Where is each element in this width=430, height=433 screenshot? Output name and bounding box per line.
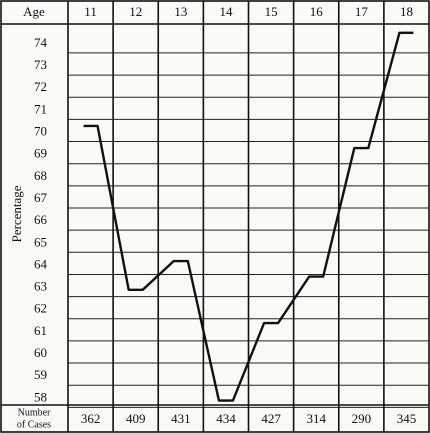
data-point <box>405 31 408 35</box>
cases-label: Number <box>18 407 51 418</box>
y-tick-label: 70 <box>34 124 47 139</box>
y-tick-label: 74 <box>34 35 48 50</box>
x-tick-label: 14 <box>219 4 233 19</box>
y-tick-label: 64 <box>34 256 48 271</box>
data-point <box>134 288 137 292</box>
x-tick-label: 13 <box>174 4 187 19</box>
data-point <box>224 399 228 402</box>
x-tick-label: 16 <box>310 4 324 19</box>
data-point <box>360 146 363 150</box>
data-point <box>89 124 92 128</box>
x-tick-label: 11 <box>84 4 97 19</box>
x-tick-label: 18 <box>400 4 413 19</box>
y-tick-label: 67 <box>34 190 48 205</box>
y-tick-label: 65 <box>34 234 47 249</box>
y-tick-label: 69 <box>34 146 47 161</box>
y-tick-label: 72 <box>34 79 47 94</box>
y-tick-label: 60 <box>34 345 47 360</box>
y-tick-label: 59 <box>34 367 47 382</box>
x-axis-label: Age <box>23 4 45 19</box>
y-axis-label: Percentage <box>9 185 24 242</box>
cases-value: 314 <box>306 411 326 426</box>
x-tick-label: 17 <box>355 4 369 19</box>
y-tick-label: 58 <box>34 389 47 404</box>
data-point <box>314 275 318 278</box>
cases-value: 290 <box>352 411 372 426</box>
y-tick-label: 71 <box>34 101 47 116</box>
data-point <box>269 321 273 325</box>
y-tick-label: 63 <box>34 279 47 294</box>
cases-value: 345 <box>397 411 417 426</box>
cases-value: 434 <box>216 411 236 426</box>
cases-value: 431 <box>171 411 191 426</box>
y-tick-label: 73 <box>34 57 47 72</box>
y-tick-label: 61 <box>34 323 47 338</box>
cases-label: of Cases <box>17 419 51 430</box>
data-point <box>179 259 183 263</box>
y-tick-label: 62 <box>34 301 47 316</box>
cases-value: 427 <box>261 411 281 426</box>
x-tick-label: 12 <box>129 4 142 19</box>
y-tick-label: 68 <box>34 168 47 183</box>
cases-value: 409 <box>126 411 146 426</box>
cases-value: 362 <box>81 411 101 426</box>
y-tick-label: 66 <box>34 212 48 227</box>
x-tick-label: 15 <box>265 4 278 19</box>
